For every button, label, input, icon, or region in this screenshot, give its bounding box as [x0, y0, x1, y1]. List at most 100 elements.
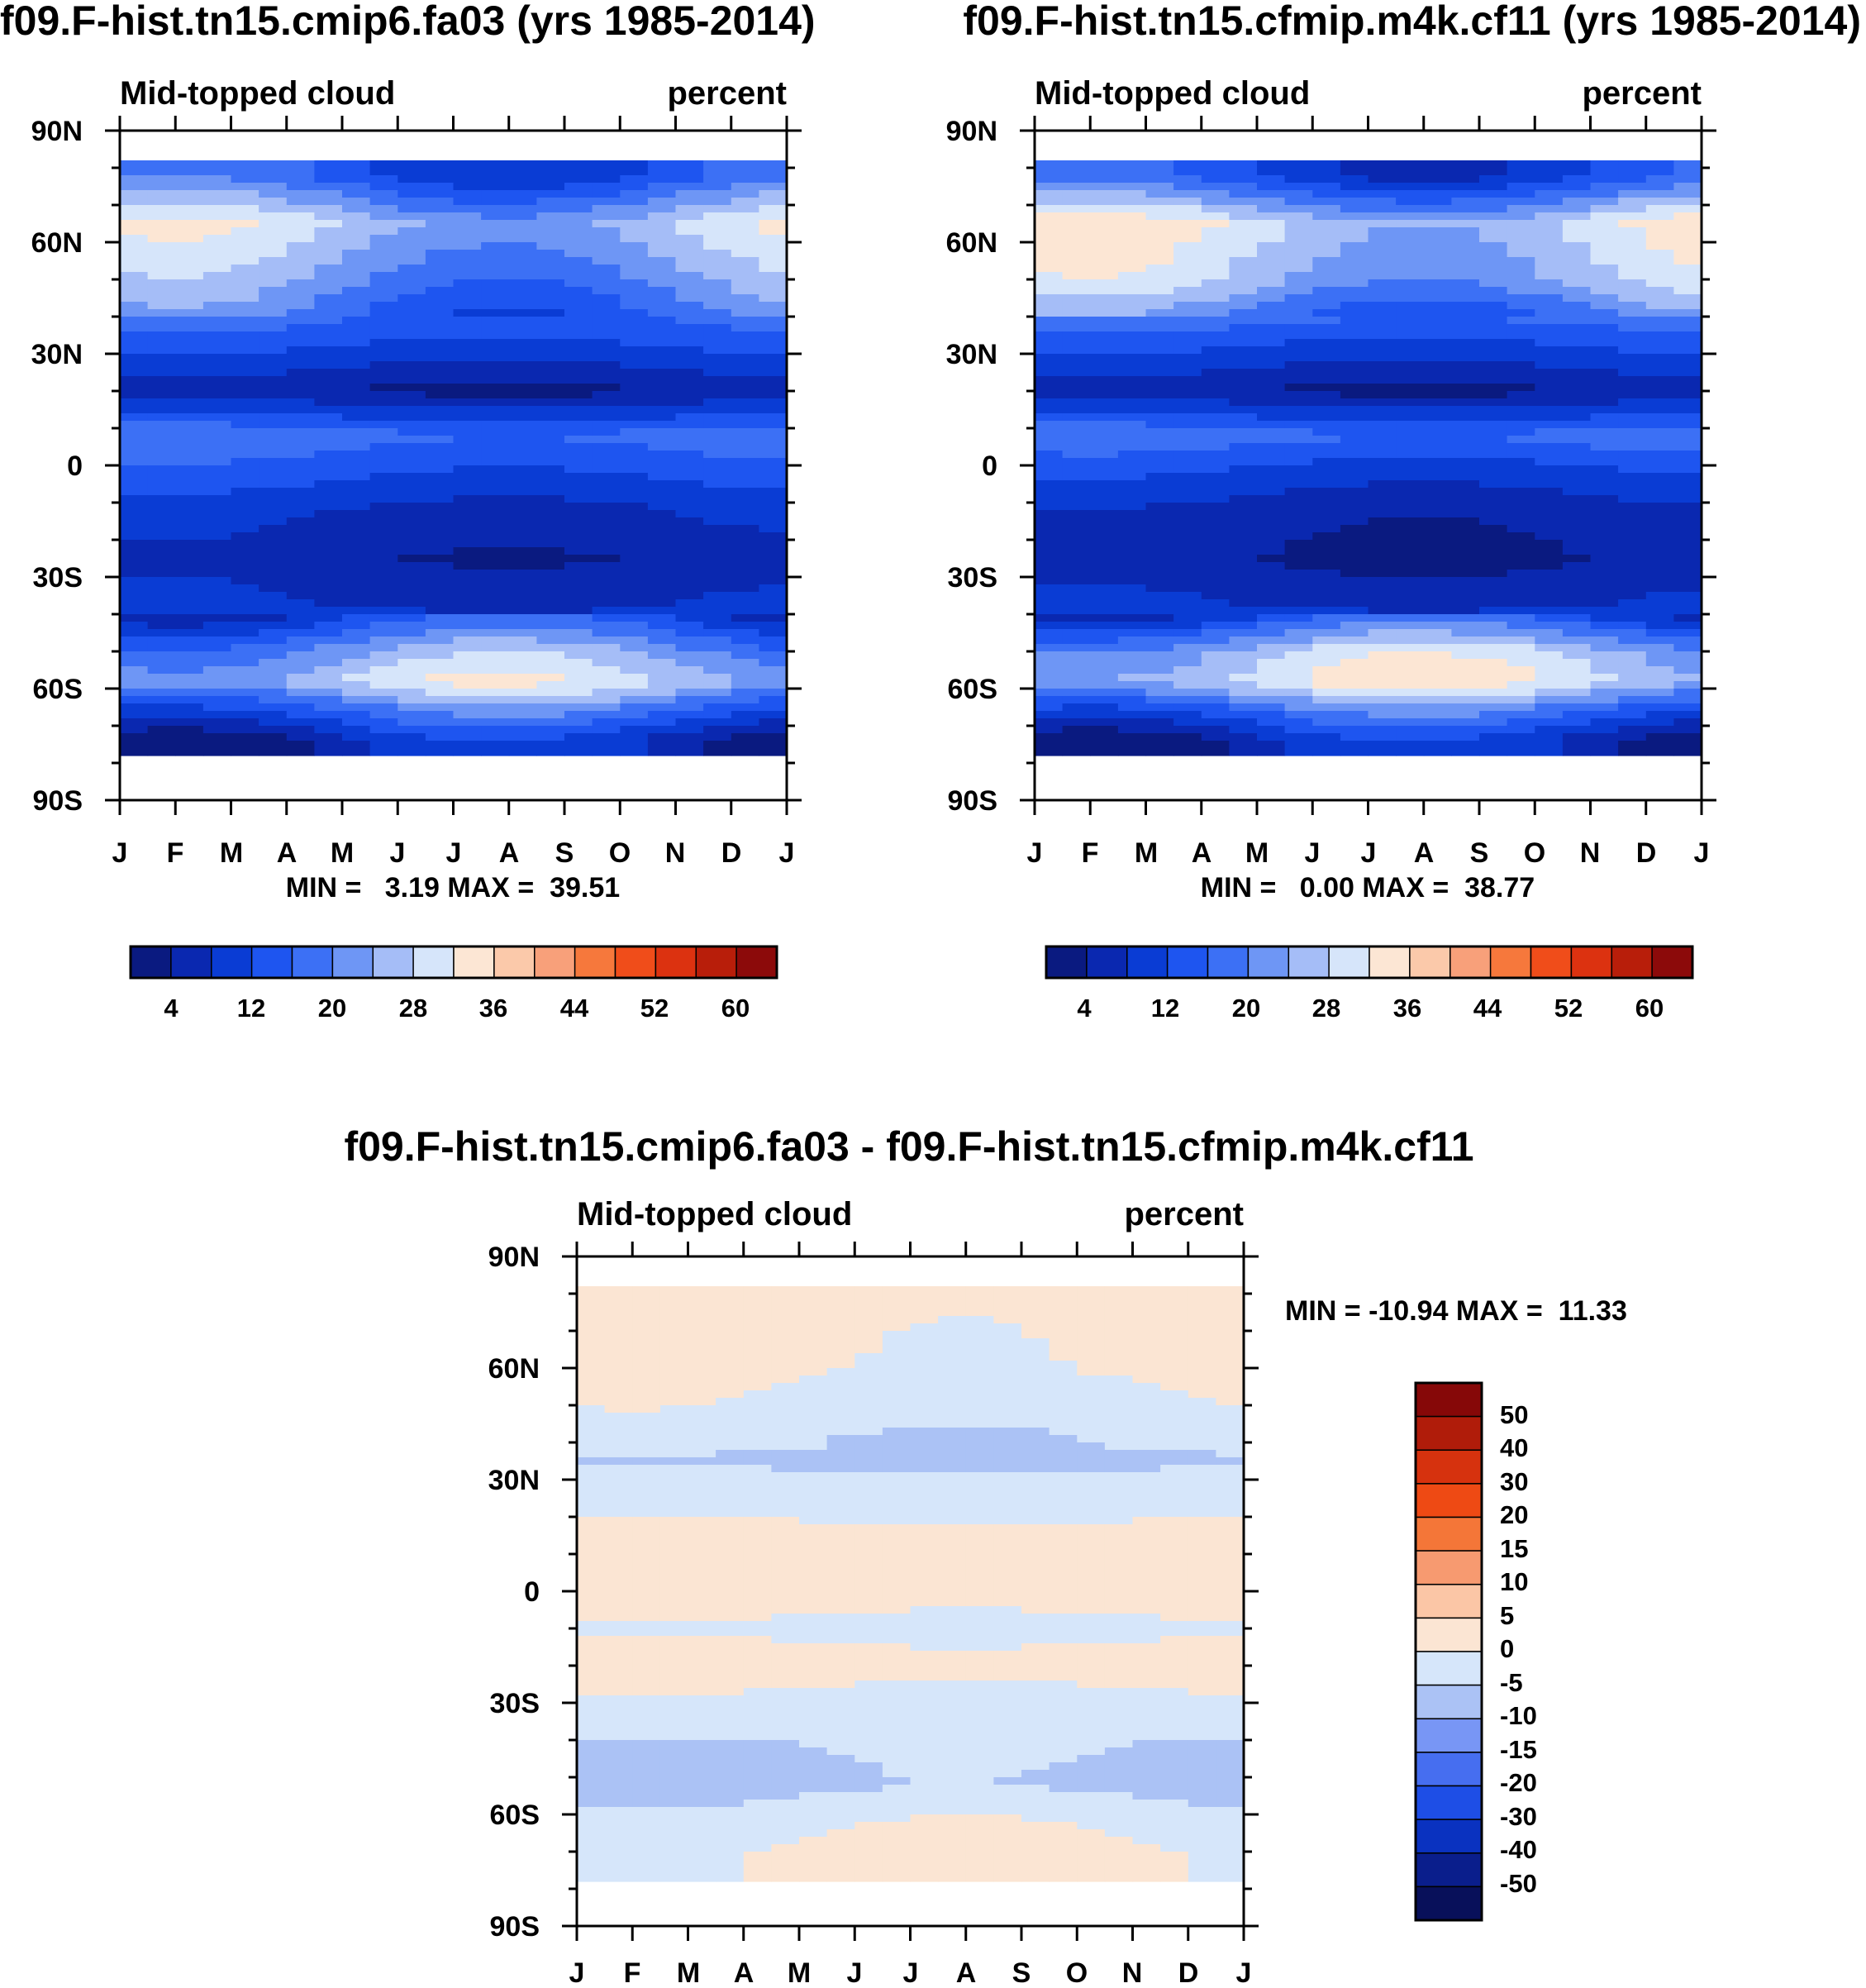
contour-cell	[508, 235, 537, 243]
contour-cell	[536, 458, 565, 466]
contour-cell	[1216, 1294, 1245, 1302]
contour-cell	[1618, 406, 1647, 414]
contour-cell	[703, 480, 732, 489]
contour-cell	[620, 168, 649, 176]
contour-cell	[564, 421, 593, 429]
contour-cell	[659, 1495, 689, 1503]
contour-cell	[1312, 748, 1341, 756]
contour-cell	[536, 607, 565, 615]
contour-cell	[743, 1301, 772, 1309]
contour-cell	[259, 666, 288, 675]
contour-cell	[1284, 584, 1313, 593]
contour-cell	[1201, 651, 1230, 660]
contour-cell	[1340, 696, 1369, 704]
contour-cell	[938, 1532, 967, 1540]
contour-cell	[425, 309, 455, 317]
contour-cell	[1368, 495, 1397, 503]
contour-cell	[1618, 324, 1647, 332]
contour-cell	[1035, 696, 1064, 704]
contour-cell	[1160, 1309, 1189, 1317]
contour-cell	[1117, 473, 1147, 481]
contour-cell	[826, 1316, 855, 1324]
contour-cell	[1062, 674, 1091, 682]
contour-cell	[1173, 547, 1202, 555]
contour-cell	[481, 674, 510, 682]
contour-cell	[175, 421, 204, 429]
contour-cell	[120, 540, 149, 548]
contour-cell	[1021, 1301, 1050, 1309]
contour-cell	[1188, 1495, 1216, 1503]
contour-cell	[369, 741, 398, 749]
contour-cell	[743, 1294, 772, 1302]
contour-cell	[425, 250, 455, 258]
contour-cell	[1340, 309, 1369, 317]
contour-cell	[1090, 711, 1119, 719]
contour-cell	[202, 473, 232, 481]
contour-cell	[1049, 1301, 1078, 1309]
contour-cell	[1618, 168, 1647, 176]
contour-cell	[1423, 436, 1452, 444]
contour-cell	[120, 324, 149, 332]
contour-cell	[564, 733, 593, 741]
contour-cell	[910, 1524, 939, 1533]
contour-cell	[1229, 212, 1258, 221]
contour-cell	[369, 257, 398, 265]
contour-cell	[675, 369, 704, 377]
contour-cell	[1645, 681, 1674, 689]
contour-cell	[716, 1442, 745, 1451]
colorbar-label: 44	[1473, 994, 1502, 1023]
contour-cell	[1673, 555, 1702, 563]
contour-cell	[564, 384, 593, 392]
contour-cell	[647, 488, 677, 496]
contour-cell	[1562, 309, 1592, 317]
contour-cell	[1535, 406, 1564, 414]
contour-cell	[425, 324, 455, 332]
contour-cell	[120, 651, 149, 660]
contour-cell	[759, 309, 788, 317]
contour-cell	[1049, 1465, 1078, 1473]
contour-cell	[286, 651, 315, 660]
contour-cell	[1507, 190, 1535, 198]
contour-cell	[731, 584, 759, 593]
contour-cell	[632, 1405, 661, 1414]
contour-cell	[1284, 659, 1313, 667]
contour-cell	[1201, 324, 1230, 332]
contour-cell	[716, 1450, 745, 1458]
contour-cell	[231, 242, 259, 250]
contour-cell	[716, 1346, 745, 1354]
contour-cell	[965, 1539, 994, 1547]
contour-cell	[342, 681, 371, 689]
contour-cell	[481, 570, 510, 578]
contour-cell	[1173, 495, 1202, 503]
contour-cell	[369, 495, 398, 503]
contour-cell	[536, 324, 565, 332]
contour-cell	[1145, 198, 1174, 206]
contour-cell	[647, 205, 677, 213]
contour-cell	[759, 666, 788, 675]
x-tick-label: M	[220, 837, 243, 869]
contour-cell	[1535, 220, 1564, 228]
contour-cell	[1340, 406, 1369, 414]
contour-cell	[1479, 636, 1508, 645]
contour-cell	[453, 421, 482, 429]
contour-cell	[1507, 443, 1535, 451]
contour-cell	[1284, 458, 1313, 466]
contour-cell	[564, 480, 593, 489]
contour-cell	[632, 1502, 661, 1510]
contour-cell	[1673, 346, 1702, 355]
contour-cell	[632, 1509, 661, 1518]
contour-cell	[620, 421, 649, 429]
contour-cell	[1451, 391, 1480, 399]
contour-cell	[1451, 354, 1480, 362]
contour-cell	[1645, 629, 1674, 637]
contour-cell	[508, 525, 537, 533]
contour-cell	[1618, 428, 1647, 436]
contour-cell	[1507, 413, 1535, 422]
contour-cell	[425, 339, 455, 347]
contour-cell	[175, 451, 204, 459]
contour-cell	[564, 220, 593, 228]
contour-cell	[259, 547, 288, 555]
contour-cell	[1188, 1517, 1216, 1525]
contour-cell	[1507, 629, 1535, 637]
contour-cell	[703, 473, 732, 481]
